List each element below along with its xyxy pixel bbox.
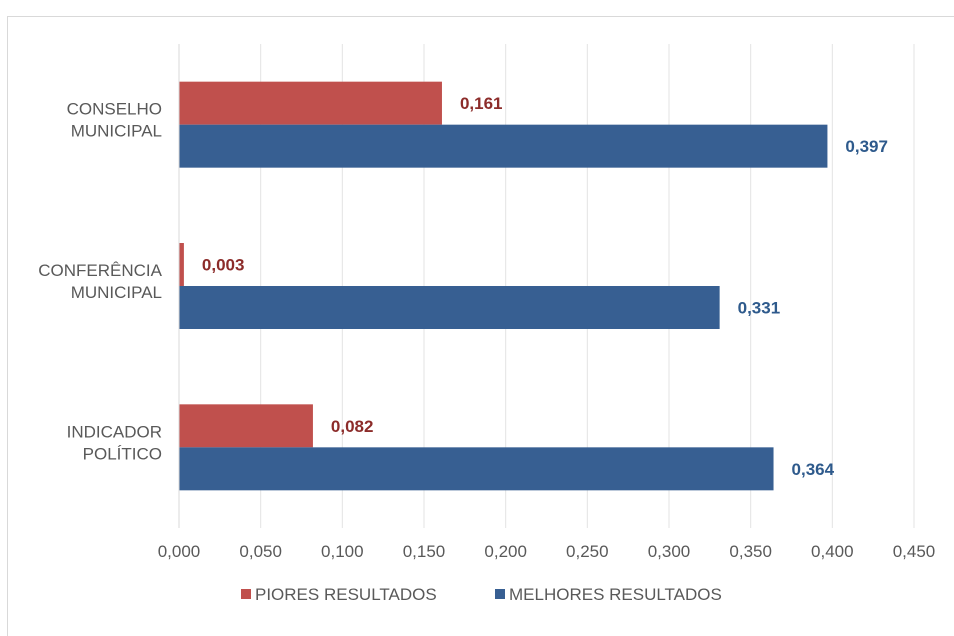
category-label: MUNICIPAL — [71, 283, 162, 302]
data-label: 0,003 — [202, 256, 245, 275]
category-labels: CONSELHO MUNICIPAL CONFERÊNCIA MUNICIPAL IND… — [38, 100, 162, 464]
category-label: CONSELHO — [67, 100, 162, 119]
legend-label: PIORES RESULTADOS — [255, 585, 437, 604]
x-tick-label: 0,450 — [893, 542, 936, 561]
data-label: 0,364 — [792, 460, 835, 479]
category-label: CONFERÊNCIA — [38, 261, 162, 280]
legend-swatch — [495, 589, 505, 599]
data-label: 0,331 — [738, 299, 781, 318]
category-label: INDICADOR — [67, 422, 162, 441]
x-tick-label: 0,100 — [321, 542, 364, 561]
x-tick-label: 0,200 — [484, 542, 527, 561]
x-tick-labels: 0,000 0,050 0,100 0,150 0,200 0,250 0,300 0,350… — [158, 542, 936, 561]
bar-chart: CONSELHO MUNICIPAL CONFERÊNCIA MUNICIPAL IND… — [38, 44, 936, 604]
bar — [179, 124, 828, 168]
data-label: 0,161 — [460, 94, 503, 113]
chart-border — [7, 16, 954, 636]
chart-area: CONSELHO MUNICIPAL CONFERÊNCIA MUNICIPAL IND… — [7, 16, 954, 636]
x-tick-label: 0,000 — [158, 542, 201, 561]
bar — [179, 286, 720, 329]
x-tick-label: 0,300 — [648, 542, 691, 561]
category-label: MUNICIPAL — [71, 122, 162, 141]
data-label: 0,397 — [845, 137, 888, 156]
data-labels: 0,161 0,397 0,003 0,331 0,082 0,364 — [202, 94, 888, 479]
bar — [179, 243, 184, 286]
legend-swatch — [241, 589, 251, 599]
data-label: 0,082 — [331, 417, 374, 436]
x-tick-label: 0,050 — [239, 542, 282, 561]
bars — [179, 81, 828, 491]
x-tick-label: 0,350 — [729, 542, 772, 561]
bar — [179, 81, 442, 125]
x-tick-label: 0,250 — [566, 542, 609, 561]
bar — [179, 404, 313, 448]
category-label: POLÍTICO — [83, 444, 162, 463]
bar — [179, 447, 774, 491]
x-tick-label: 0,150 — [403, 542, 446, 561]
x-tick-label: 0,400 — [811, 542, 854, 561]
legend-label: MELHORES RESULTADOS — [509, 585, 722, 604]
legend: PIORES RESULTADOS MELHORES RESULTADOS — [241, 585, 722, 604]
